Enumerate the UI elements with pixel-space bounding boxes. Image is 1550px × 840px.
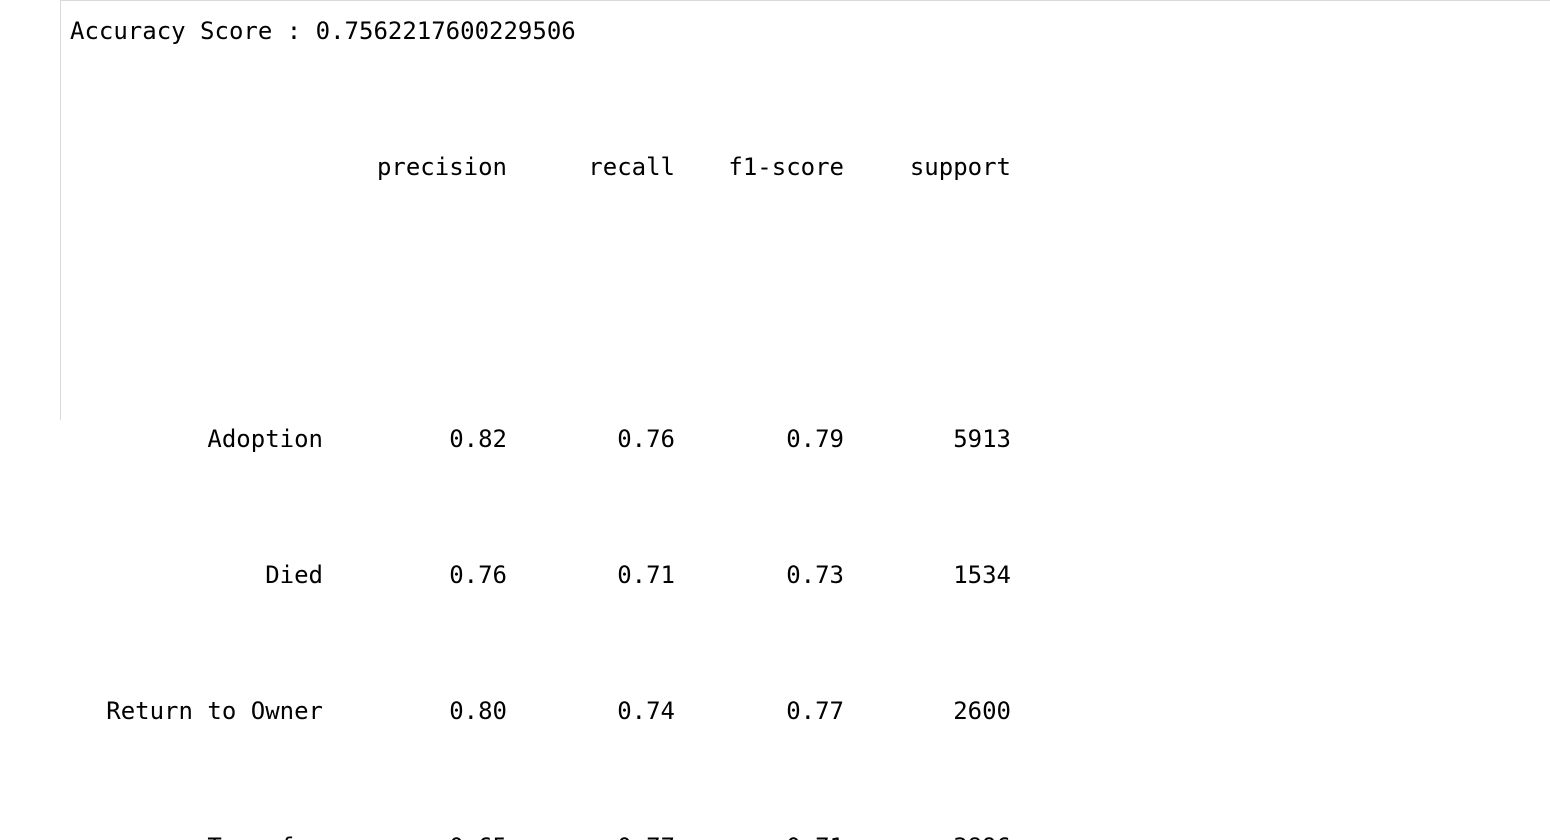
accuracy-score-value: 0.7562217600229506 (315, 17, 576, 45)
header-recall: recall (588, 153, 675, 181)
report-row: Adoption 0.82 0.76 0.79 5913 (70, 422, 1011, 456)
row-f1-score: 0.73 (786, 561, 844, 589)
row-support: 5913 (953, 425, 1011, 453)
header-support: support (909, 153, 1011, 181)
row-f1-score: 0.77 (786, 697, 844, 725)
report-header-row: precision recall f1-score support (70, 150, 1011, 184)
row-recall: 0.76 (617, 425, 675, 453)
row-support: 1534 (953, 561, 1011, 589)
notebook-output-area: Accuracy Score : 0.7562217600229506 prec… (60, 0, 1550, 840)
header-precision: precision (376, 153, 507, 181)
classification-report: precision recall f1-score support Adopti… (70, 48, 1011, 840)
report-row: Transfer 0.65 0.77 0.71 3896 (70, 830, 1011, 840)
row-label: Return to Owner (106, 697, 323, 725)
row-support: 2600 (953, 697, 1011, 725)
row-recall: 0.74 (617, 697, 675, 725)
report-row: Return to Owner 0.80 0.74 0.77 2600 (70, 694, 1011, 728)
row-label: Adoption (207, 425, 323, 453)
row-precision: 0.80 (449, 697, 507, 725)
row-precision: 0.82 (449, 425, 507, 453)
accuracy-score-line: Accuracy Score : 0.7562217600229506 (70, 14, 576, 48)
row-precision: 0.65 (360, 830, 507, 840)
header-f1-score: f1-score (728, 153, 844, 181)
row-f1-score: 0.71 (692, 830, 844, 840)
accuracy-score-label: Accuracy Score : (70, 17, 302, 45)
row-f1-score: 0.79 (786, 425, 844, 453)
row-precision: 0.76 (449, 561, 507, 589)
report-row: Died 0.76 0.71 0.73 1534 (70, 558, 1011, 592)
row-label: Transfer (70, 830, 323, 840)
row-label: Died (265, 561, 323, 589)
row-recall: 0.71 (617, 561, 675, 589)
row-recall: 0.77 (524, 830, 675, 840)
row-support: 3896 (861, 830, 1011, 840)
